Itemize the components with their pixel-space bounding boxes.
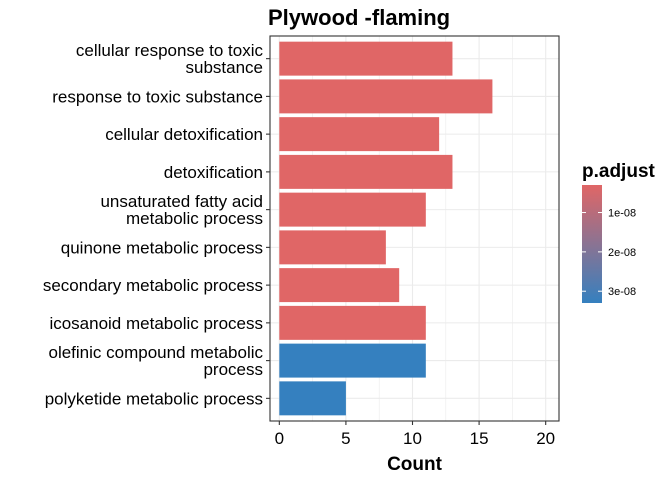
y-tick-label: detoxification <box>164 163 263 182</box>
x-tick-label: 15 <box>470 429 489 448</box>
legend-tick-label: 2e-08 <box>608 247 636 259</box>
x-tick-label: 20 <box>536 429 555 448</box>
legend: p.adjust 1e-08 2e-08 3e-08 <box>582 161 656 303</box>
legend-tick-label: 1e-08 <box>608 208 636 220</box>
bar <box>279 305 426 340</box>
legend-tick-label: 3e-08 <box>608 286 636 298</box>
x-tick-label: 10 <box>403 429 422 448</box>
bar <box>279 192 426 227</box>
y-tick-label: secondary metabolic process <box>43 276 263 295</box>
y-tick-label: olefinic compound metabolic <box>48 343 263 362</box>
y-tick-label: cellular detoxification <box>105 125 263 144</box>
y-tick-label: process <box>203 360 263 379</box>
legend-colorbar <box>582 185 602 303</box>
bar <box>279 79 493 114</box>
bar <box>279 343 426 378</box>
bar <box>279 154 453 189</box>
y-tick-label: icosanoid metabolic process <box>49 314 263 333</box>
y-tick-label: substance <box>186 58 264 77</box>
x-axis-title: Count <box>387 454 443 475</box>
bars <box>279 41 493 416</box>
chart-title: Plywood -flaming <box>268 5 450 30</box>
x-tick-label: 0 <box>275 429 284 448</box>
bar <box>279 268 400 303</box>
bar <box>279 117 440 152</box>
legend-title: p.adjust <box>582 161 656 182</box>
y-tick-label: quinone metabolic process <box>61 238 263 257</box>
x-axis: 0 5 10 15 20 <box>275 421 555 448</box>
y-tick-label: cellular response to toxic <box>76 41 264 60</box>
y-tick-label: unsaturated fatty acid <box>100 192 263 211</box>
x-tick-label: 5 <box>341 429 350 448</box>
panel-border <box>269 35 560 422</box>
bar <box>279 41 453 76</box>
y-tick-label: metabolic process <box>126 209 263 228</box>
bar <box>279 230 386 265</box>
legend-ticks: 1e-08 2e-08 3e-08 <box>582 208 636 298</box>
y-tick-label: response to toxic substance <box>52 87 263 106</box>
y-tick-label: polyketide metabolic process <box>45 389 263 408</box>
bar <box>279 381 346 416</box>
